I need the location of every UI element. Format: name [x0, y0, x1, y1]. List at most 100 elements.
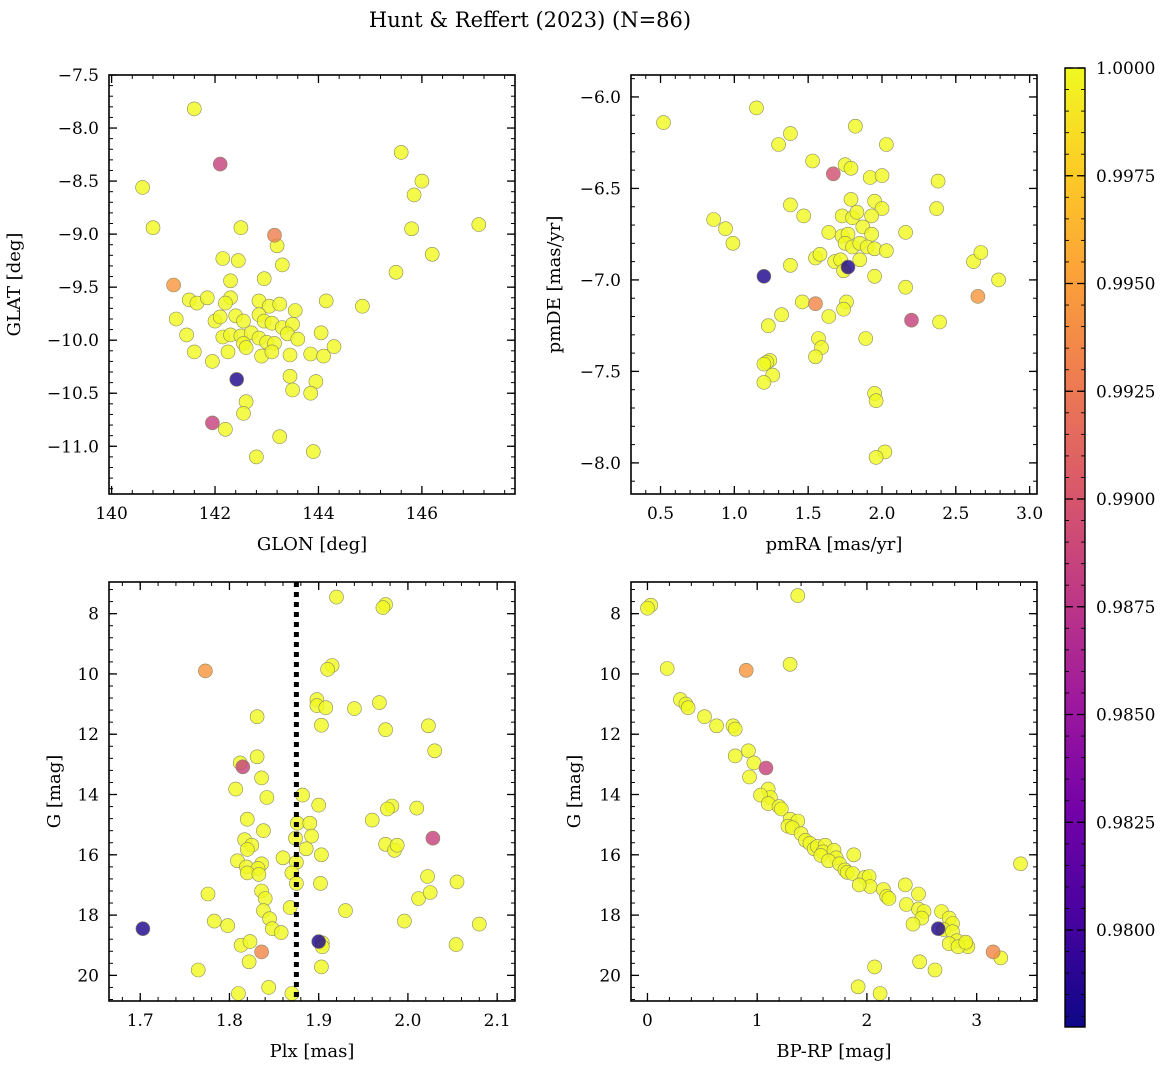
scatter-point [881, 891, 897, 906]
x-axis-label: GLON [deg] [257, 534, 367, 555]
scatter-point [254, 944, 269, 960]
scatter-point [420, 869, 435, 884]
scatter-point [867, 959, 882, 975]
scatter-point [427, 743, 443, 759]
scatter-point [805, 153, 820, 169]
x-axis-label: BP-RP [mag] [776, 1041, 891, 1062]
x-axis-label: Plx [mas] [270, 1041, 355, 1062]
scatter-point [771, 137, 786, 152]
scatter-point [287, 303, 303, 318]
colorbar-tick-label: 0.9800 [1096, 921, 1155, 941]
x-tick-label: 1.9 [305, 1011, 332, 1031]
scatter-point [680, 700, 696, 716]
scatter-point [242, 934, 258, 949]
scatter-point [756, 268, 772, 284]
scatter-point [970, 289, 986, 304]
scatter-point [773, 801, 789, 817]
scatter-point [256, 823, 271, 839]
scatter-point [303, 385, 319, 401]
scatter-point [406, 187, 422, 203]
scatter-point [783, 126, 798, 141]
scatter-point [314, 847, 329, 863]
scatter-point [930, 921, 946, 937]
scatter-point [311, 934, 327, 949]
scatter-point [329, 589, 344, 605]
scatter-point [313, 325, 329, 341]
scatter-point [290, 331, 306, 347]
colorbar-tick-label: 0.9900 [1096, 490, 1155, 510]
scatter-point [215, 251, 231, 266]
scatter-point [414, 173, 430, 189]
scatter-point [991, 272, 1006, 288]
scatter-point [709, 718, 724, 734]
scatter-point [1013, 856, 1028, 872]
scatter-point [347, 701, 362, 716]
scatter-point [874, 201, 890, 216]
scatter-point [220, 344, 236, 360]
scatter-point [425, 830, 441, 846]
scatter-point [973, 245, 989, 260]
x-tick-label: 0 [642, 1011, 653, 1031]
scatter-point [404, 221, 419, 237]
scatter-point [872, 986, 888, 1001]
scatter-point [318, 293, 334, 309]
scatter-point [338, 903, 353, 918]
y-tick-label: 12 [599, 725, 621, 745]
scatter-point [985, 944, 1001, 960]
y-tick-label: −9.5 [58, 278, 99, 298]
y-tick-label: −6.5 [580, 179, 621, 199]
colorbar-tick-label: 0.9925 [1096, 382, 1155, 402]
scatter-point [236, 313, 251, 329]
scatter-point [411, 891, 426, 906]
x-tick-label: 2 [862, 1011, 873, 1031]
scatter-point [364, 812, 380, 828]
scatter-point [783, 197, 798, 213]
scatter-point [220, 918, 235, 933]
y-tick-label: −7.0 [580, 271, 621, 291]
y-tick-label: −8.0 [58, 119, 99, 139]
y-tick-label: 8 [610, 605, 621, 625]
scatter-point [742, 769, 757, 785]
y-tick-label: 14 [599, 786, 621, 806]
scatter-point [904, 312, 919, 328]
scatter-point [285, 382, 300, 398]
colorbar-tick-label: 0.9875 [1096, 598, 1155, 618]
scatter-point [273, 925, 289, 940]
figure-title: Hunt & Reffert (2023) (N=86) [369, 8, 691, 32]
x-tick-label: 2.5 [942, 504, 969, 524]
scatter-point [305, 444, 321, 459]
panel-2: 0.5 1.0 1.5 2.0 2.5 3.0 −6.0 −6.5 −7.0 −7.5 −8.0 pm… [544, 74, 1043, 555]
scatter-point [223, 273, 238, 289]
scatter-point [808, 349, 823, 365]
scatter-point [449, 874, 465, 890]
y-tick-label: 18 [599, 906, 621, 926]
y-axis-label: GLAT [deg] [4, 233, 25, 337]
y-axis-label: pmDE [mas/yr] [544, 216, 565, 354]
scatter-point [790, 588, 806, 603]
panels: 140 142 144 146−7.5−8.0−8.5−9.0−9.5−10.0−10… [4, 66, 1043, 1062]
scatter-point [240, 842, 255, 857]
scatter-point [741, 743, 756, 759]
scatter-point [656, 115, 671, 130]
y-tick-label: 8 [88, 605, 99, 625]
x-tick-label: 3 [971, 1011, 982, 1031]
scatter-point [168, 311, 184, 327]
scatter-point [228, 781, 243, 797]
scatter-point [218, 295, 233, 311]
scatter-point [249, 709, 265, 725]
scatter-point [261, 980, 277, 995]
panel-3: 1.7 1.8 1.9 2.0 2.1 8 10 12 14 16 18 20 Plx [mas] G [… [44, 581, 516, 1062]
axes-frame [108, 581, 516, 1002]
y-tick-label: 16 [77, 846, 99, 866]
scatter-point [898, 225, 913, 240]
scatter-point [843, 161, 859, 176]
x-tick-label: 1.8 [216, 1011, 243, 1031]
scatter-point [851, 877, 867, 893]
x-tick-label: 1 [752, 1011, 763, 1031]
scatter-point [241, 954, 257, 970]
scatter-point [850, 979, 866, 995]
y-tick-label: −6.0 [580, 88, 621, 108]
scatter-point [380, 801, 395, 817]
scatter-point [958, 934, 974, 950]
colorbar-tick-label: 0.9950 [1096, 275, 1155, 295]
